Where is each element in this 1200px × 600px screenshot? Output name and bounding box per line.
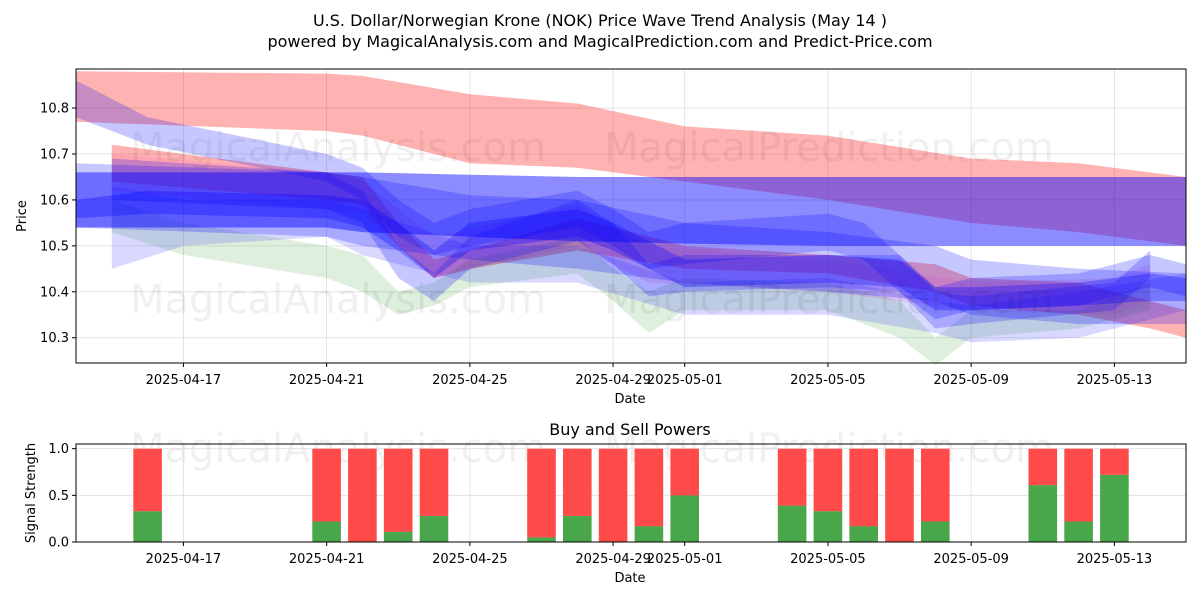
sell-bar [634, 448, 664, 527]
price-x-tick-label: 2025-04-25 [432, 373, 508, 388]
power-axes-frame [75, 443, 1187, 543]
price-x-tick-label: 2025-05-13 [1077, 373, 1153, 388]
buy-bar [921, 521, 950, 542]
price-x-tick-label: 2025-05-05 [790, 373, 866, 388]
buy-bar [849, 526, 878, 542]
power-y-tick-label: 0.5 [48, 489, 69, 504]
price-wave-band-4 [111, 199, 1151, 366]
buy-bar [563, 515, 592, 542]
sell-bar [598, 448, 628, 542]
price-y-ticks: 10.3 10.4 10.5 10.6 10.7 10.8 [40, 102, 76, 346]
buy-bar [670, 495, 699, 542]
power-x-label: Date [614, 571, 645, 586]
power-y-tick-label: 1.0 [48, 442, 69, 457]
sell-bar [670, 448, 699, 496]
watermark-1: MagicalAnalysis.com [130, 125, 546, 171]
sell-bar [921, 448, 950, 522]
price-wave-band-7 [76, 163, 1186, 324]
price-grid [76, 69, 1186, 363]
sell-bar [1100, 448, 1129, 475]
power-y-ticks: 0.0 0.5 1.0 [48, 442, 76, 551]
power-chart: Buy and Sell Powers 0.0 0.5 1.0 2025-04-17… [24, 420, 1187, 586]
power-x-tick-label: 2025-05-01 [647, 552, 723, 567]
power-x-tick-label: 2025-04-25 [432, 552, 508, 567]
price-x-tick-label: 2025-05-09 [933, 373, 1009, 388]
sell-bar [885, 448, 914, 542]
buy-bar [419, 515, 449, 542]
sell-bar [527, 448, 556, 538]
power-x-ticks: 2025-04-17 2025-04-21 2025-04-25 2025-04-29… [146, 542, 1153, 567]
price-wave-band-10 [76, 190, 1186, 311]
price-wave-band-3 [111, 154, 1151, 315]
sell-bar [133, 448, 162, 512]
price-x-ticks: 2025-04-17 2025-04-21 2025-04-25 2025-04-29… [146, 363, 1153, 388]
buy-bar [312, 521, 341, 542]
sell-bar [563, 448, 592, 516]
price-wave-band-2 [111, 144, 1186, 338]
buy-bar [383, 531, 413, 542]
power-x-tick-label: 2025-04-29 [575, 552, 651, 567]
price-y-tick-label: 10.7 [40, 147, 69, 162]
buy-bar [634, 526, 664, 542]
sell-bar [1028, 448, 1058, 486]
price-waves [76, 71, 1186, 366]
buy-bar [1100, 474, 1129, 542]
power-x-tick-label: 2025-04-17 [146, 552, 222, 567]
power-x-tick-label: 2025-04-21 [289, 552, 365, 567]
price-x-tick-label: 2025-04-29 [575, 373, 651, 388]
price-wave-band-1 [76, 71, 1186, 246]
price-x-label: Date [614, 392, 645, 407]
sell-bar [777, 448, 807, 506]
price-wave-band-8 [111, 186, 1186, 343]
price-y-tick-label: 10.8 [40, 102, 69, 117]
power-chart-title: Buy and Sell Powers [549, 420, 711, 439]
price-y-tick-label: 10.6 [40, 193, 69, 208]
buy-bar [813, 511, 843, 542]
watermark-4: MagicalPrediction.com [604, 277, 1054, 323]
price-y-tick-label: 10.3 [40, 331, 69, 346]
price-wave-band-6 [111, 158, 1151, 329]
sell-bar [383, 448, 413, 532]
price-x-tick-label: 2025-05-01 [647, 373, 723, 388]
buy-bar [1028, 485, 1058, 542]
price-y-tick-label: 10.4 [40, 285, 69, 300]
price-wave-band-9 [76, 172, 1186, 246]
sell-bar [312, 448, 341, 522]
sell-bar [849, 448, 878, 527]
sell-bar [348, 448, 377, 542]
price-x-tick-label: 2025-04-21 [289, 373, 365, 388]
power-x-tick-label: 2025-05-05 [790, 552, 866, 567]
buy-bar [527, 537, 556, 542]
power-y-label: Signal Strength [24, 443, 39, 543]
price-y-tick-label: 10.5 [40, 239, 69, 254]
sell-bar [1064, 448, 1093, 522]
buy-bar [1064, 521, 1093, 542]
sell-bar [419, 448, 449, 516]
price-x-tick-label: 2025-04-17 [146, 373, 222, 388]
power-y-tick-label: 0.0 [48, 536, 69, 551]
sell-bar [813, 448, 843, 512]
price-y-label: Price [15, 200, 30, 232]
buy-bar [777, 505, 807, 542]
power-x-tick-label: 2025-05-13 [1077, 552, 1153, 567]
watermark-3: MagicalAnalysis.com [130, 277, 546, 323]
chart-subtitle: powered by MagicalAnalysis.com and Magic… [267, 32, 932, 51]
buy-bar [133, 511, 162, 542]
price-chart: 10.310.410.510.610.710.8 2025-04-17 2025-… [15, 68, 1187, 407]
chart-title: U.S. Dollar/Norwegian Krone (NOK) Price … [313, 11, 887, 30]
watermark-2: MagicalPrediction.com [604, 125, 1054, 171]
power-bars [133, 448, 1129, 542]
price-wave-band-5 [76, 80, 1186, 320]
power-x-tick-label: 2025-05-09 [933, 552, 1009, 567]
price-axes-frame [75, 68, 1187, 364]
